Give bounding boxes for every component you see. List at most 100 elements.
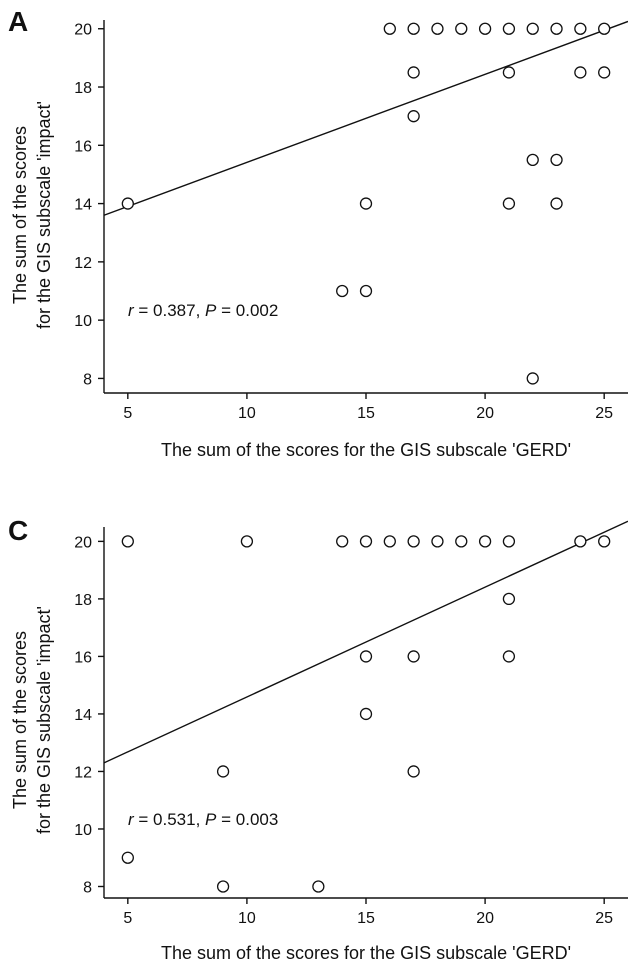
data-point: [502, 592, 516, 606]
x-tick-label: 15: [357, 910, 375, 927]
data-point: [359, 197, 373, 210]
y-tick-label: 14: [74, 197, 92, 214]
x-tick-label: 25: [595, 405, 613, 422]
data-point: [407, 22, 420, 35]
x-tick-label: 20: [476, 910, 494, 927]
data-point: [574, 66, 587, 79]
data-point: [526, 22, 539, 35]
panel-a-y-ticks: 8 10 12 14 16 18 20: [74, 22, 104, 388]
x-tick-label: 5: [123, 405, 132, 422]
data-point: [407, 66, 420, 79]
y-tick-label: 18: [74, 592, 92, 609]
panel-c-r-value: = 0.531,: [134, 810, 205, 829]
data-point: [359, 707, 373, 721]
regression-line: [103, 20, 628, 216]
panel-c-p-symbol: P: [205, 810, 217, 829]
y-tick-label: 10: [74, 822, 92, 839]
data-point: [550, 153, 563, 167]
y-tick-label: 16: [74, 138, 92, 155]
panel-c-y-axis-title-line1: The sum of the scores: [10, 631, 30, 809]
data-point: [407, 535, 420, 548]
data-point: [121, 851, 134, 864]
panel-a-letter: A: [8, 6, 28, 37]
panel-c-fit-line: [103, 520, 628, 764]
x-tick-label: 20: [476, 405, 494, 422]
y-tick-label: 8: [83, 371, 92, 388]
panel-a-y-axis-title-line2: for the GIS subscale 'impact': [34, 101, 54, 329]
data-point: [407, 765, 420, 778]
data-point: [526, 153, 539, 167]
data-point: [502, 535, 516, 548]
panel-c-stat-annotation: r = 0.531, P = 0.003: [128, 810, 278, 829]
panel-a-x-axis-title: The sum of the scores for the GIS subsca…: [161, 440, 571, 460]
regression-line: [103, 520, 628, 764]
y-tick-label: 12: [74, 255, 92, 272]
data-point: [574, 535, 587, 548]
data-point: [407, 110, 420, 123]
data-point: [455, 535, 468, 548]
data-point: [598, 66, 611, 79]
x-tick-label: 10: [238, 910, 256, 927]
data-point: [383, 535, 396, 548]
panel-c-x-axis-title: The sum of the scores for the GIS subsca…: [161, 943, 571, 963]
data-point: [431, 535, 444, 548]
data-point: [478, 22, 492, 35]
panel-a-points: [121, 22, 611, 385]
data-point: [502, 650, 516, 663]
data-point: [431, 22, 444, 35]
data-point: [550, 197, 563, 210]
data-point: [550, 22, 563, 35]
data-point: [383, 22, 396, 35]
panel-a-r-value: = 0.387,: [134, 301, 205, 320]
y-tick-label: 12: [74, 764, 92, 781]
y-tick-label: 20: [74, 22, 92, 39]
data-point: [478, 535, 492, 548]
panel-a-p-value: = 0.002: [216, 301, 278, 320]
y-tick-label: 14: [74, 707, 92, 724]
y-tick-label: 18: [74, 80, 92, 97]
data-point: [502, 22, 516, 35]
panel-a-r-symbol: r: [128, 301, 135, 320]
data-point: [359, 284, 373, 298]
panel-a-stat-annotation: r = 0.387, P = 0.002: [128, 301, 278, 320]
data-point: [216, 765, 230, 778]
panel-a-y-axis-title-line1: The sum of the scores: [10, 126, 30, 304]
data-point: [502, 197, 516, 210]
data-point: [336, 535, 349, 548]
y-tick-label: 16: [74, 649, 92, 666]
x-tick-label: 5: [123, 910, 132, 927]
panel-a-fit-line: [103, 20, 628, 216]
data-point: [121, 197, 134, 210]
data-point: [359, 535, 373, 548]
x-tick-label: 10: [238, 405, 256, 422]
panel-a-p-symbol: P: [205, 301, 217, 320]
data-point: [574, 22, 587, 35]
panel-c-letter: C: [8, 515, 28, 546]
panel-a-x-ticks: 5 10 15 20 25: [123, 393, 613, 422]
data-point: [312, 880, 325, 893]
y-tick-label: 20: [74, 534, 92, 551]
x-tick-label: 15: [357, 405, 375, 422]
data-point: [455, 22, 468, 35]
data-point: [502, 66, 516, 79]
panel-c: C 5 10 15 20 25 8 10 12 14 16 18 20 r = 0.531, P =…: [8, 515, 628, 963]
data-point: [407, 650, 420, 663]
data-point: [526, 372, 539, 385]
panel-c-y-ticks: 8 10 12 14 16 18 20: [74, 534, 104, 896]
data-point: [336, 284, 349, 298]
y-tick-label: 8: [83, 879, 92, 896]
data-point: [240, 535, 254, 548]
panel-a: A 5 10 15 20 25 8 10 12 14 16 18 20 r = 0.387, P =…: [8, 6, 628, 460]
data-point: [598, 22, 611, 35]
panel-c-y-axis-title-line2: for the GIS subscale 'impact': [34, 606, 54, 834]
data-point: [121, 535, 134, 548]
panel-c-r-symbol: r: [128, 810, 135, 829]
data-point: [216, 880, 230, 893]
data-point: [598, 535, 611, 548]
data-point: [359, 650, 373, 663]
panel-c-p-value: = 0.003: [216, 810, 278, 829]
y-tick-label: 10: [74, 313, 92, 330]
panel-c-points: [121, 535, 611, 893]
panel-c-x-ticks: 5 10 15 20 25: [123, 898, 613, 927]
